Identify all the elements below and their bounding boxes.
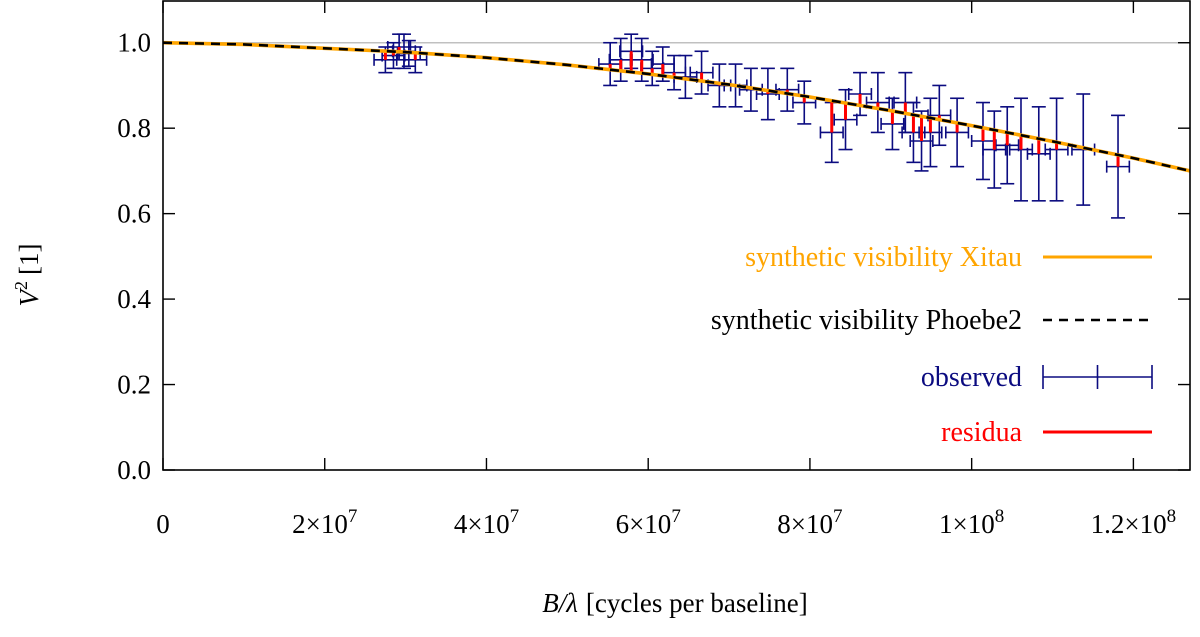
- y-axis-label: V2 [1]: [11, 244, 44, 307]
- observed-point: [640, 50, 665, 87]
- x-tick-label: 4×107: [454, 506, 519, 539]
- observed-point: [833, 88, 858, 151]
- observed-point: [927, 84, 952, 147]
- y-axis-sup: 2: [11, 281, 31, 290]
- y-tick-label: 1.0: [117, 28, 151, 58]
- legend-entry: observed: [921, 362, 1153, 393]
- legend-label: observed: [921, 362, 1022, 393]
- tick-labels: 0.0 0.2 0.4 0.6 0.8 1.0 0 2×107 4×107 6×107 8×107 1…: [117, 28, 1176, 539]
- phoebe2-curve: [162, 41, 1191, 173]
- legend-label: residua: [941, 417, 1022, 448]
- x-tick-label: 0: [156, 509, 170, 539]
- x-tick-label: 8×107: [777, 506, 842, 539]
- y-tick-label: 0.4: [117, 284, 151, 314]
- axis-ticks: [162, 1, 1190, 471]
- y-axis-unit: [1]: [14, 244, 44, 275]
- x-axis-var: B/λ: [542, 588, 578, 618]
- series-layer: [162, 33, 1191, 219]
- x-tick-label: 2×107: [292, 506, 357, 539]
- y-tick-label: 0.6: [117, 199, 151, 229]
- y-tick-label: 0.8: [117, 113, 151, 143]
- legend-entry: residua: [941, 417, 1152, 448]
- observed-series: [373, 33, 1131, 219]
- x-tick-label: 6×107: [616, 506, 681, 539]
- x-axis-label: B/λ [cycles per baseline]: [542, 588, 808, 618]
- observed-point: [995, 106, 1020, 185]
- y-axis-var: V: [14, 286, 44, 306]
- legend: synthetic visibility Xitau synthetic visi…: [711, 242, 1153, 448]
- legend-label: synthetic visibility Xitau: [745, 242, 1022, 273]
- legend-entry: synthetic visibility Xitau: [745, 242, 1152, 273]
- x-tick-label: 1×108: [939, 506, 1004, 539]
- x-axis-unit: [cycles per baseline]: [586, 588, 808, 618]
- y-tick-label: 0.2: [117, 370, 151, 400]
- plot-frame: [162, 0, 1191, 471]
- legend-swatch: [1042, 365, 1153, 389]
- legend-entry: synthetic visibility Phoebe2: [711, 305, 1152, 336]
- legend-label: synthetic visibility Phoebe2: [711, 305, 1022, 336]
- y-tick-label: 0.0: [117, 455, 151, 485]
- observed-point: [775, 67, 800, 112]
- x-tick-label: 1.2×108: [1091, 506, 1176, 539]
